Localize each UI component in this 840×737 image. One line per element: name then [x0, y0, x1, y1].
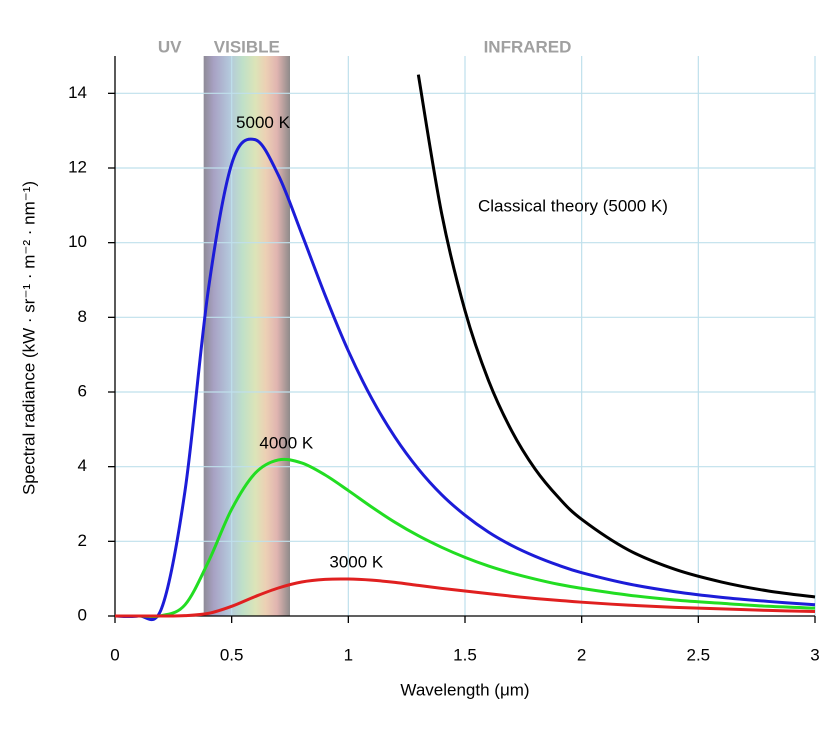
visible-band: [203, 56, 290, 616]
y-tick-label: 6: [78, 381, 87, 400]
y-axis-title: Spectral radiance (kW · sr⁻¹ · m⁻² · nm⁻…: [19, 181, 38, 495]
series-line: [114, 137, 816, 621]
x-tick-label: 2: [577, 645, 586, 664]
series-label: 5000 K: [236, 113, 291, 132]
y-tick-label: 2: [78, 531, 87, 550]
x-tick-label: 1: [344, 645, 353, 664]
y-tick-label: 4: [78, 456, 87, 475]
x-tick-label: 2.5: [687, 645, 711, 664]
series-label: 4000 K: [259, 433, 314, 452]
y-tick-label: 0: [78, 605, 87, 624]
y-tick-label: 8: [78, 307, 87, 326]
x-tick-label: 1.5: [453, 645, 477, 664]
region-label: UV: [158, 37, 182, 56]
series-label: 3000 K: [329, 553, 384, 572]
x-tick-label: 3: [810, 645, 819, 664]
region-label: INFRARED: [484, 37, 572, 56]
series-line: [114, 577, 816, 618]
series-line: [416, 74, 816, 599]
x-axis-title: Wavelength (μm): [400, 680, 529, 699]
y-tick-label: 10: [68, 232, 87, 251]
y-tick-label: 12: [68, 157, 87, 176]
x-tick-label: 0.5: [220, 645, 244, 664]
series-label: Classical theory (5000 K): [478, 196, 668, 215]
series-line: [114, 457, 816, 619]
region-label: VISIBLE: [214, 37, 280, 56]
x-tick-label: 0: [110, 645, 119, 664]
y-tick-label: 14: [68, 83, 87, 102]
